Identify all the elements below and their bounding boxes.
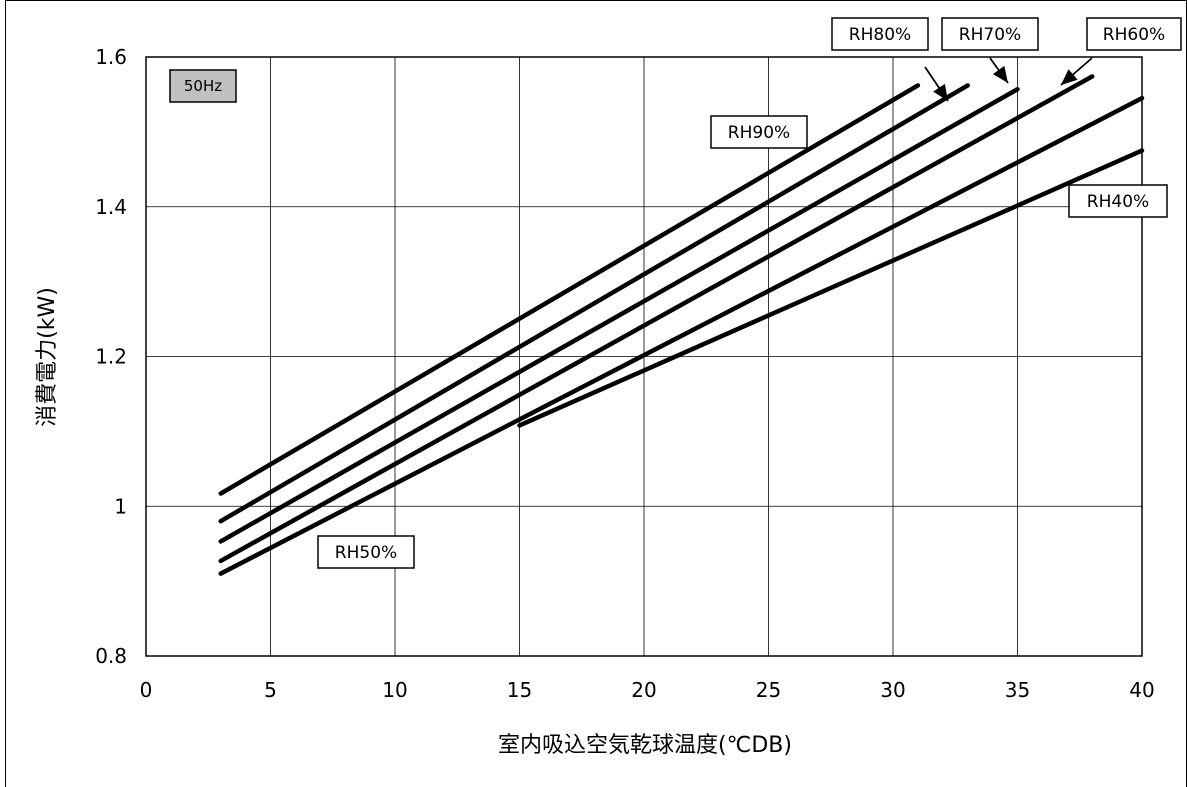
- x-tick-label: 20: [631, 678, 656, 702]
- series-line: [517, 148, 1145, 428]
- series-label-box: [317, 535, 415, 569]
- x-tick-label: 25: [756, 678, 781, 702]
- y-tick-label: 0.8: [95, 644, 127, 668]
- arrow-head: [933, 83, 948, 101]
- series-label: RH60%: [1086, 17, 1182, 51]
- series-label-text: RH80%: [849, 25, 911, 45]
- arrow-head: [992, 65, 1008, 83]
- series-label-text: RH60%: [1103, 25, 1165, 45]
- x-tick-label: 10: [382, 678, 407, 702]
- badge-box: [169, 69, 237, 103]
- x-axis-title: 室内吸込空気乾球温度(℃DB): [498, 733, 792, 758]
- series-line: [218, 83, 970, 524]
- badge: 50Hz: [169, 69, 237, 103]
- series-label-text: RH40%: [1087, 192, 1149, 212]
- x-tick-label: 35: [1005, 678, 1030, 702]
- series-label: RH80%: [831, 17, 929, 51]
- x-tick-label: 0: [140, 678, 153, 702]
- series-label-box: [710, 115, 808, 149]
- y-tick-label: 1.6: [95, 45, 127, 69]
- x-tick-label: 5: [264, 678, 277, 702]
- series-label-text: RH90%: [728, 123, 790, 143]
- x-tick-label: 40: [1129, 678, 1154, 702]
- label-arrow: [1060, 57, 1093, 86]
- series-label-box: [1086, 17, 1182, 51]
- series-line: [218, 86, 1020, 544]
- series-label: RH50%: [317, 535, 415, 569]
- x-tick-label: 30: [880, 678, 905, 702]
- arrow-head: [1061, 69, 1078, 85]
- series-layer: [218, 74, 1145, 576]
- series-line: [218, 74, 1095, 564]
- label-arrow: [989, 57, 1009, 84]
- y-tick-label: 1.4: [95, 195, 127, 219]
- badge-text: 50Hz: [184, 77, 222, 95]
- x-tick-label: 15: [507, 678, 532, 702]
- series-line: [218, 83, 921, 496]
- series-label: RH40%: [1068, 184, 1168, 218]
- series-labels: RH90% RH80% RH70% RH60% RH50% RH40%: [317, 17, 1182, 569]
- label-arrows: [924, 57, 1093, 102]
- y-axis-title: 消費電力(kW): [35, 287, 60, 427]
- plot-area-border: [145, 56, 1143, 657]
- series-line: [218, 95, 1145, 576]
- tick-labels: 0 5 10 15 20 25 30 35 40 0.8 1 1.2 1.4 1.6: [95, 45, 1155, 702]
- series-label: RH90%: [710, 115, 808, 149]
- series-label-box: [831, 17, 929, 51]
- y-tick-label: 1.2: [95, 345, 127, 369]
- y-tick-label: 1: [114, 494, 127, 518]
- series-label: RH70%: [941, 17, 1039, 51]
- series-label-box: [1068, 184, 1168, 218]
- series-label-box: [941, 17, 1039, 51]
- series-label-text: RH70%: [959, 25, 1021, 45]
- label-arrow: [924, 66, 949, 102]
- series-label-text: RH50%: [335, 543, 397, 563]
